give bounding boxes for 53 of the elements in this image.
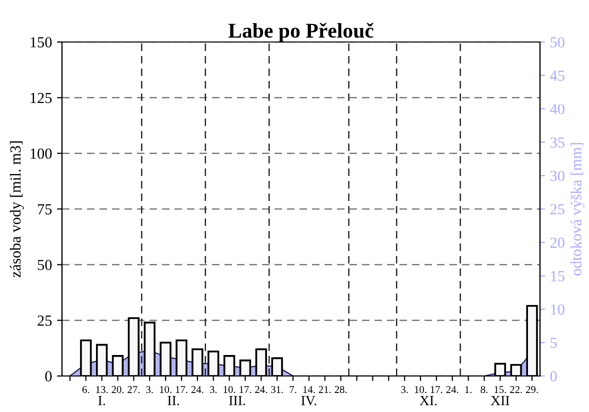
y2-tick-label: 15	[551, 271, 564, 282]
text: I.	[98, 396, 105, 406]
y-tick-label: 100	[30, 148, 52, 159]
y2-tick-label: 5	[550, 338, 557, 348]
x-tick-label: 27.	[128, 386, 140, 394]
x-tick-label: 7.	[290, 386, 296, 394]
y2-tick-label: 10	[551, 304, 564, 315]
x-tick-label: 22.	[510, 386, 522, 394]
x-tick-label: 1.	[465, 386, 472, 394]
text: XII	[490, 396, 510, 406]
x-tick-label: 3.	[210, 386, 217, 394]
x-tick-label: 10.	[414, 386, 426, 394]
y2-tick-label: 30	[550, 170, 564, 182]
text: XI.	[420, 396, 437, 406]
y-tick-label: 150	[30, 37, 52, 48]
y2-tick-label: 35	[550, 137, 564, 148]
x-tick-label: 24.	[446, 386, 458, 394]
y-tick-label: 25	[38, 316, 52, 326]
y2-tick-label: 0	[550, 371, 557, 382]
y2-tick-label: 45	[550, 70, 564, 81]
x-tick-label: 17.	[176, 386, 188, 394]
x-tick-label: 10.	[224, 386, 236, 394]
x-tick-label: 15.	[494, 386, 506, 394]
y2-tick-label: 40	[550, 104, 564, 114]
text: IV.	[301, 396, 316, 406]
y-tick-label: 75	[38, 204, 52, 214]
chart-title: Labe po Přelouč	[228, 22, 374, 42]
x-tick-label: 20.	[112, 386, 124, 394]
x-tick-label: 14.	[303, 386, 315, 394]
y-tick-label: 125	[30, 92, 52, 104]
text: III.	[229, 396, 246, 406]
y2-tick-label: 25	[550, 204, 564, 214]
y2-axis-title: odtoková výška [mm]	[570, 143, 584, 276]
x-tick-label: 6.	[82, 386, 90, 394]
x-tick-label: 17.	[430, 386, 442, 394]
x-tick-label: 24.	[191, 386, 204, 394]
x-tick-label: 3.	[401, 386, 408, 394]
x-tick-label: 17.	[240, 386, 252, 394]
y2-tick-label: 20	[550, 238, 564, 248]
x-tick-label: 8.	[480, 386, 488, 394]
y-tick-label: 0	[45, 371, 52, 382]
x-tick-label: 28.	[334, 386, 347, 394]
x-tick-label: 29.	[526, 386, 538, 394]
x-tick-label: 10.	[160, 386, 172, 394]
x-tick-label: 3.	[146, 386, 153, 394]
x-tick-label: 24.	[255, 386, 267, 394]
x-tick-label: 31.	[271, 386, 283, 394]
x-tick-label: 21.	[318, 386, 331, 394]
text: II.	[168, 396, 179, 406]
y2-tick-label: 50	[550, 37, 564, 48]
x-tick-label: 13.	[96, 386, 108, 394]
y-axis-title: zásoba vody [mil. m3]	[10, 141, 24, 278]
y-tick-label: 50	[38, 260, 52, 270]
